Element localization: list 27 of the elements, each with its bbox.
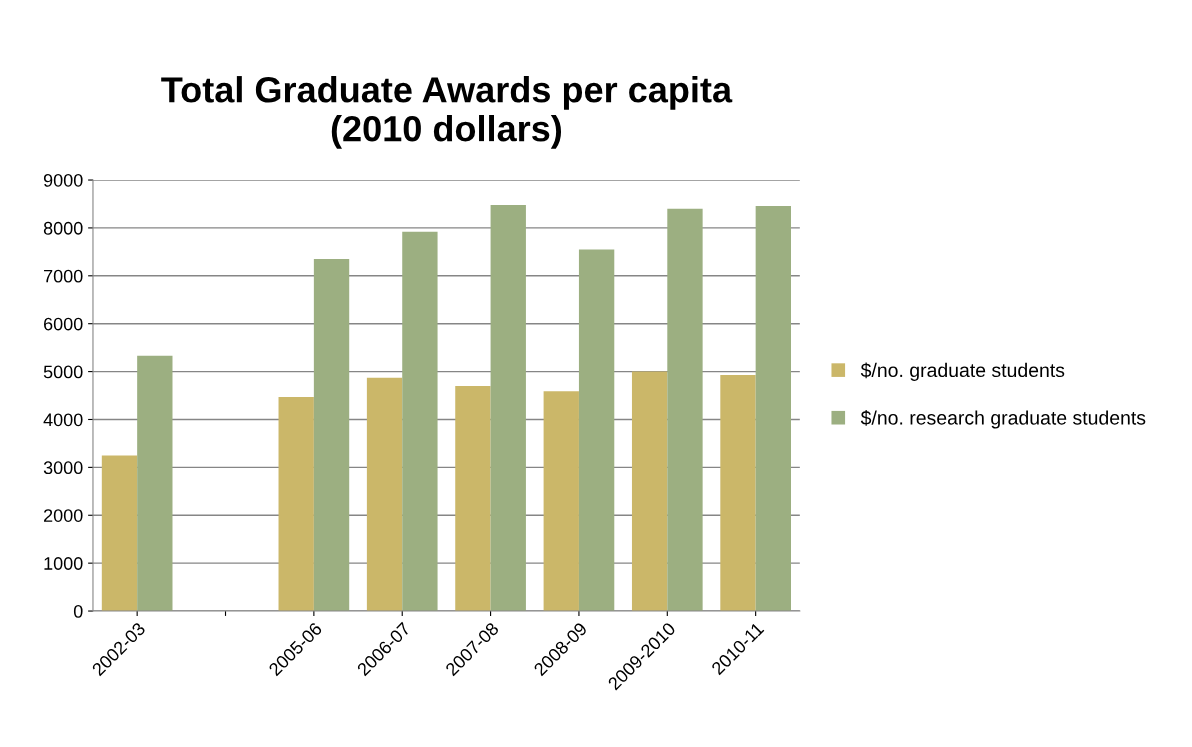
bar bbox=[313, 259, 350, 612]
y-tick-label: 2000 bbox=[44, 509, 83, 522]
bar bbox=[543, 391, 579, 612]
y-tick-label: 5000 bbox=[43, 365, 83, 379]
y-tick-label: 0 bbox=[73, 604, 83, 618]
bar bbox=[720, 374, 756, 612]
bar bbox=[490, 204, 526, 612]
bar bbox=[101, 455, 138, 612]
bar bbox=[402, 231, 438, 612]
bar bbox=[137, 355, 173, 612]
y-tick-label: 3000 bbox=[43, 461, 83, 475]
legend-label: $/no. research graduate students bbox=[860, 410, 1146, 429]
bar bbox=[578, 249, 615, 612]
bar bbox=[455, 385, 491, 612]
chart-title: Total Graduate Awards per capita (2010 dollars) bbox=[161, 76, 733, 149]
legend-label: $/no. graduate students bbox=[860, 362, 1065, 381]
y-tick-label: 1000 bbox=[44, 557, 83, 570]
bar bbox=[631, 371, 668, 612]
y-tick-label: 4000 bbox=[43, 413, 83, 427]
y-tick-label: 8000 bbox=[43, 221, 83, 235]
bar bbox=[755, 205, 791, 612]
bar bbox=[366, 377, 403, 612]
bar bbox=[278, 396, 314, 612]
y-tick-label: 7000 bbox=[44, 269, 83, 283]
y-tick-label: 6000 bbox=[44, 317, 83, 331]
y-tick-label: 9000 bbox=[43, 173, 83, 187]
bar bbox=[667, 208, 703, 612]
